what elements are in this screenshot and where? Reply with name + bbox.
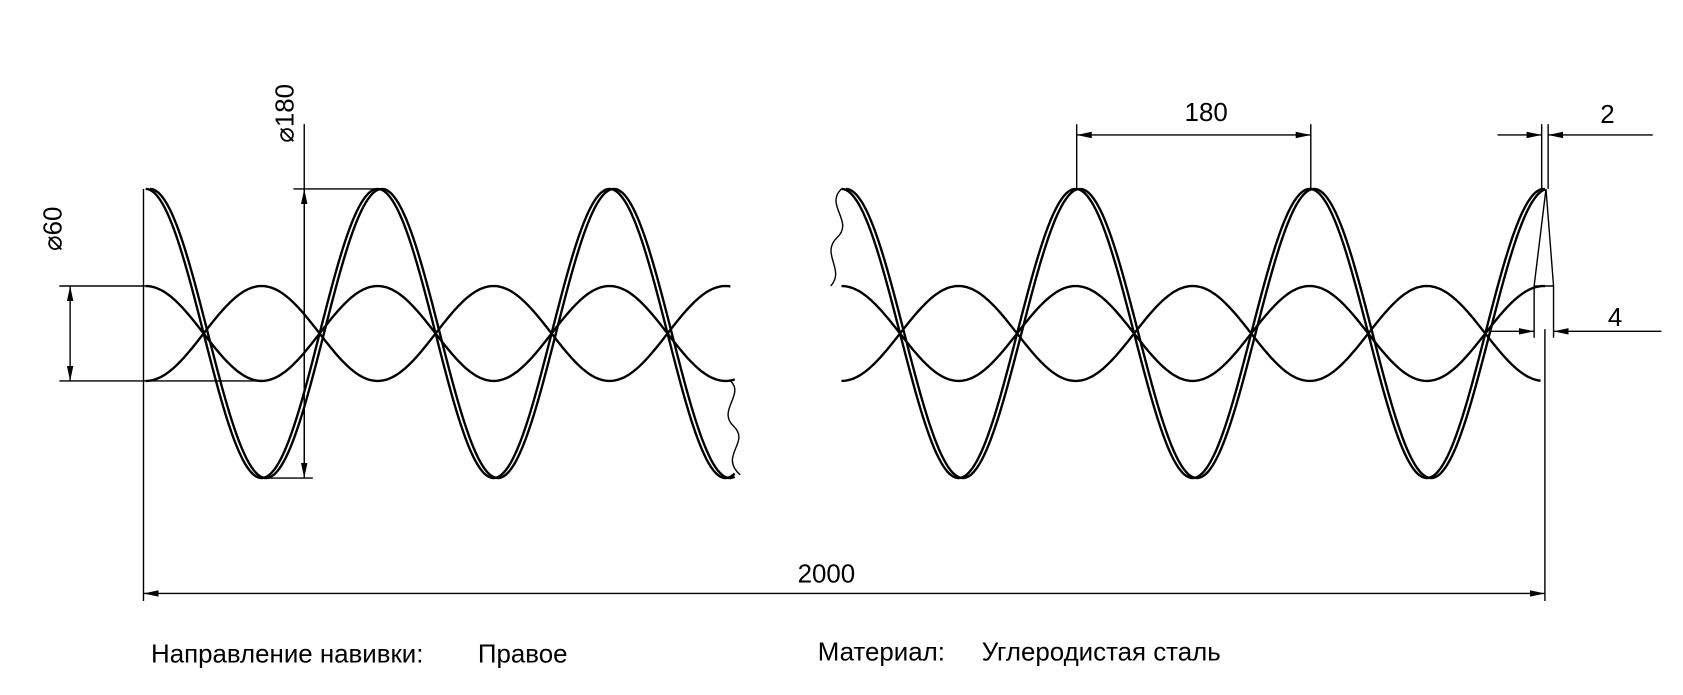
dim-label: ⌀180 [271, 84, 299, 143]
note-label: Направление навивки: [151, 641, 423, 669]
helix-edge [841, 187, 1545, 480]
dim-outer-diameter [262, 124, 378, 479]
helix-edge [145, 187, 736, 480]
helix-edge [841, 284, 1541, 383]
helix-edge [841, 284, 1545, 383]
dim-edge-width [1488, 286, 1662, 338]
dim-inner-diameter [59, 285, 265, 382]
dim-label: 2000 [798, 561, 856, 589]
dim-pitch [1075, 124, 1312, 189]
spiral [145, 187, 1546, 480]
dim-length [142, 286, 1546, 602]
dim-label: 180 [1185, 99, 1228, 127]
dim-label: 4 [1608, 304, 1622, 332]
note-value: Углеродистая сталь [982, 638, 1221, 666]
dim-label: ⌀60 [39, 207, 67, 251]
end-face [1533, 188, 1555, 287]
break-line [830, 188, 844, 287]
helix-edge [145, 284, 736, 383]
dim-label: 2 [1600, 101, 1614, 129]
note-label: Материал: [818, 638, 945, 666]
note-value: Правое [478, 641, 568, 669]
dim-thickness [1497, 124, 1653, 189]
helix-edge [845, 187, 1546, 480]
helix-edge [145, 284, 731, 383]
helix-edge [149, 187, 736, 480]
break-line [727, 379, 741, 476]
